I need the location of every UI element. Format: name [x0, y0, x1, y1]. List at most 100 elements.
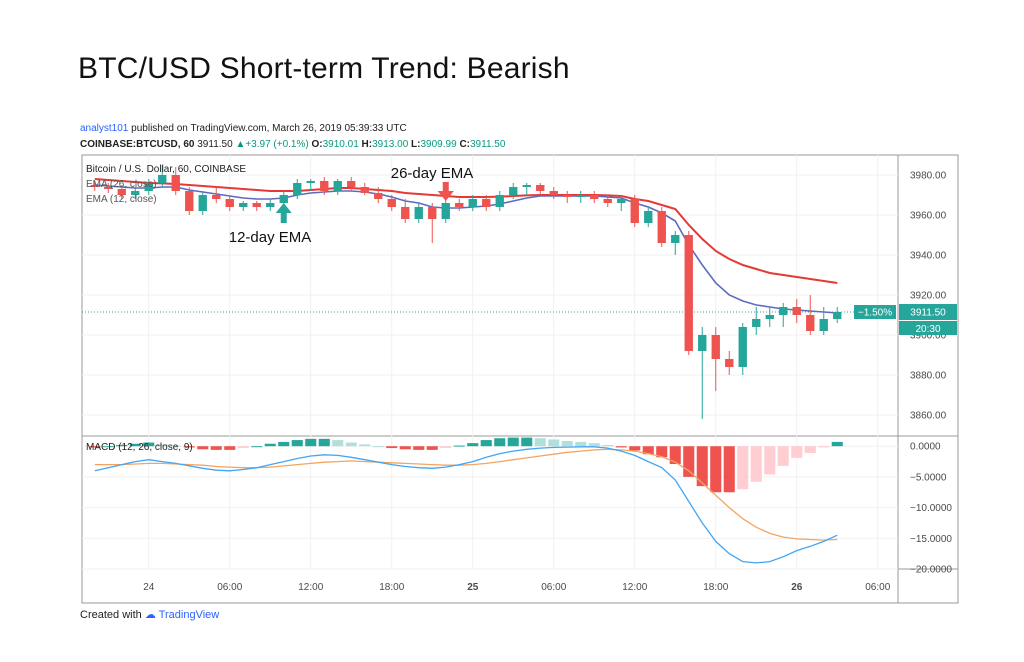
macd-histogram-bar — [710, 446, 722, 493]
candle-body — [752, 319, 761, 327]
macd-histogram-bar — [237, 446, 249, 449]
chart-frame — [81, 154, 959, 604]
price-tick-label: 3920.00 — [910, 291, 947, 302]
macd-histogram-bar — [629, 446, 641, 451]
time-tick-label: 12:00 — [298, 582, 323, 593]
candle-body — [306, 181, 315, 183]
macd-tick-label: −20.0000 — [910, 565, 952, 576]
candle-body — [509, 187, 518, 195]
created-with-label: Created with — [80, 609, 142, 621]
price-tick-label: 3860.00 — [910, 411, 947, 422]
tradingview-link[interactable]: TradingView — [158, 609, 220, 621]
candle-body — [428, 207, 437, 219]
macd-histogram-bar — [305, 438, 317, 447]
price-tick-label: 3980.00 — [910, 171, 947, 182]
candle-body — [212, 195, 221, 199]
macd-histogram-bar — [467, 443, 479, 447]
time-tick-label: 06:00 — [217, 582, 242, 593]
chart-widget: analyst101 published on TradingView.com,… — [80, 120, 960, 640]
macd-histogram-bar — [561, 440, 573, 447]
macd-histogram-bar — [318, 438, 330, 447]
macd-histogram-bar — [642, 446, 654, 455]
candle-body — [819, 319, 828, 331]
time-tick-label: 26 — [791, 582, 803, 593]
tradingview-logo-icon: ☁ — [144, 609, 156, 621]
ema12-arrow-shaft — [280, 212, 287, 223]
price-tick-label: 3900.00 — [910, 331, 947, 342]
candle-body — [320, 181, 329, 191]
macd-tick-label: 0.0000 — [910, 442, 941, 453]
macd-histogram-bar — [183, 446, 195, 448]
macd-tick-label: −15.0000 — [910, 534, 952, 545]
macd-histogram-bar — [116, 444, 128, 447]
macd-histogram-bar — [399, 446, 411, 450]
candle-body — [225, 199, 234, 207]
price-tick-label: 3960.00 — [910, 211, 947, 222]
published-text: published on TradingView.com, March 26, … — [131, 123, 407, 134]
ema26-line — [94, 178, 838, 284]
macd-histogram-bar — [170, 445, 182, 447]
high-label: H: — [361, 139, 373, 150]
low-value: 3909.99 — [420, 139, 457, 150]
chart-title: Bitcoin / U.S. Dollar, 60, COINBASE — [86, 164, 246, 175]
macd-histogram-bar — [372, 446, 384, 448]
candle-body — [549, 191, 558, 195]
macd-histogram-bar — [615, 446, 627, 448]
candle-body — [387, 199, 396, 207]
open-value: 3910.01 — [322, 139, 359, 150]
price-tick-label: 3940.00 — [910, 251, 947, 262]
candle-body — [90, 185, 99, 187]
created-with: Created with ☁ TradingView — [80, 608, 219, 621]
candle-body — [252, 203, 261, 207]
macd-histogram-bar — [440, 446, 452, 449]
macd-histogram-bar — [251, 446, 263, 448]
macd-histogram-bar — [102, 446, 114, 448]
time-tick-label: 06:00 — [541, 582, 566, 593]
candle-body — [198, 195, 207, 211]
ema12-line — [94, 184, 838, 314]
macd-histogram-bar — [197, 446, 209, 450]
macd-histogram-bar — [264, 443, 276, 447]
change-value: +3.97 (+0.1%) — [245, 139, 309, 150]
macd-histogram-bar — [291, 440, 303, 447]
candle-body — [347, 181, 356, 187]
macd-histogram-bar — [818, 446, 830, 448]
candle-body — [738, 327, 747, 367]
ema26-annotation: 26-day EMA — [391, 165, 474, 182]
low-label: L: — [411, 139, 421, 150]
countdown-label: 20:30 — [915, 324, 940, 335]
macd-signal-line — [94, 448, 838, 541]
close-label: C: — [459, 139, 470, 150]
candle-body — [414, 207, 423, 219]
macd-histogram-bar — [791, 446, 803, 458]
candle-body — [401, 207, 410, 219]
macd-histogram-bar — [750, 446, 762, 482]
candle-body — [765, 315, 774, 319]
candle-body — [279, 195, 288, 203]
ema12-arrow-head — [275, 203, 292, 213]
time-tick-label: 06:00 — [865, 582, 890, 593]
candle-body — [374, 193, 383, 199]
ema26-legend: EMA (26, close) — [86, 179, 157, 190]
macd-title: MACD (12, 26, close, 9) — [86, 442, 193, 453]
candle-body — [684, 235, 693, 351]
macd-histogram-bar — [764, 446, 776, 475]
time-tick-label: 18:00 — [379, 582, 404, 593]
candle-body — [441, 203, 450, 219]
chart-canvas[interactable]: 3860.00 3880.00 3900.00 3920.00 3940.00 3960.… — [80, 154, 960, 635]
change-badge — [854, 305, 896, 319]
symbol-label: COINBASE:BTCUSD, 60 — [80, 139, 195, 150]
candle-body — [590, 195, 599, 199]
candle-body — [482, 199, 491, 207]
macd-histogram-bar — [656, 446, 668, 458]
candle-body — [536, 185, 545, 191]
macd-histogram-bar — [737, 446, 749, 490]
macd-histogram-bar — [143, 442, 155, 447]
candle-body — [522, 185, 531, 187]
last-price-badge-label: 3911.50 — [910, 308, 946, 319]
macd-histogram-bar — [480, 440, 492, 447]
time-tick-label: 18:00 — [703, 582, 728, 593]
ema12-legend: EMA (12, close) — [86, 194, 157, 205]
author-link[interactable]: analyst101 — [80, 123, 129, 134]
macd-histogram-bar — [278, 441, 290, 447]
